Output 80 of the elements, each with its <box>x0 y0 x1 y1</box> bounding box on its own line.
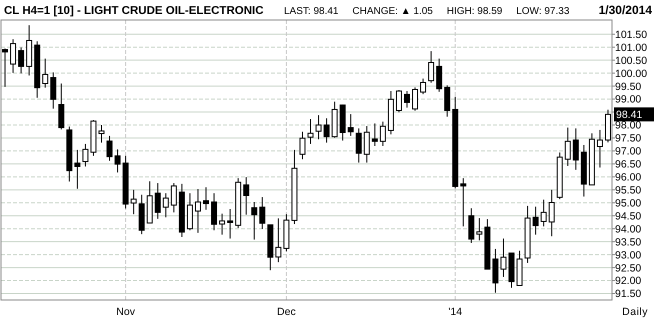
y-tick-label: 94.50 <box>615 210 642 222</box>
y-tick-label: 97.00 <box>615 146 642 158</box>
text: 98.41 <box>616 109 642 122</box>
candlestick <box>162 192 169 218</box>
candlestick <box>259 196 266 230</box>
candlestick <box>356 128 362 164</box>
candlestick <box>316 114 322 140</box>
x-tick-label: '14 <box>448 306 462 318</box>
candlestick <box>42 58 48 88</box>
candlestick <box>98 124 104 144</box>
candlestick <box>82 143 88 167</box>
candlestick <box>74 149 80 190</box>
y-tick-label: 101.00 <box>615 42 648 54</box>
y-tick-label: 99.00 <box>615 94 642 106</box>
y-tick-label: 94.00 <box>615 223 642 236</box>
x-tick-label: Nov <box>116 306 136 318</box>
y-tick-label: 101.50 <box>615 28 648 41</box>
text: Daily <box>622 306 648 318</box>
candlestick <box>58 83 64 130</box>
candlestick <box>154 182 161 220</box>
y-tick-label: 96.50 <box>615 158 642 171</box>
candlestick <box>348 114 354 136</box>
y-tick-label: 91.50 <box>615 288 642 300</box>
candlestick <box>308 118 314 144</box>
text: 1/30/2014 <box>598 3 652 17</box>
y-tick-label: 100.00 <box>615 68 648 80</box>
candlestick <box>186 192 193 231</box>
candlestick <box>18 46 24 74</box>
candlestick <box>436 58 442 92</box>
candlestick <box>194 188 201 234</box>
y-tick-label: 97.50 <box>615 132 642 145</box>
y-tick-label: 95.00 <box>615 197 642 210</box>
candlestick <box>564 127 571 166</box>
candlestick <box>460 178 466 227</box>
chart-subtitle: LAST: 98.41 CHANGE: ▲ 1.05 HIGH: 98.59 LOW: 97.33 <box>284 6 570 17</box>
candlestick <box>372 122 378 146</box>
candlestick <box>468 208 474 244</box>
y-tick-label: 100.50 <box>615 54 648 67</box>
x-tick-label: Dec <box>277 306 296 318</box>
y-tick-label: 95.50 <box>615 184 642 196</box>
candlestick <box>500 238 506 278</box>
candlestick <box>219 213 226 236</box>
candlestick <box>2 48 8 88</box>
candlestick <box>299 131 306 160</box>
candlestick <box>275 218 282 263</box>
candlestick <box>396 90 402 113</box>
candlestick <box>412 86 418 112</box>
y-tick-label: 99.50 <box>615 80 642 93</box>
candlestick <box>106 135 113 162</box>
candlestick <box>420 78 426 95</box>
candlestick <box>170 182 177 213</box>
candlestick <box>324 118 330 144</box>
candlestick <box>130 189 137 215</box>
candlestick <box>227 208 234 240</box>
candlestick <box>596 129 603 168</box>
candlestick <box>114 148 121 173</box>
candlestick <box>251 202 258 240</box>
candlestick <box>203 186 209 210</box>
candlestick <box>444 84 450 118</box>
y-tick-label: 98.00 <box>615 120 642 132</box>
y-tick-label: 92.50 <box>615 262 642 274</box>
candlestick <box>492 248 498 294</box>
candlestick <box>540 199 547 227</box>
y-tick-label: 93.50 <box>615 236 642 248</box>
y-tick-label: 92.00 <box>615 275 642 288</box>
candlestick <box>532 206 539 236</box>
y-tick-label: 96.00 <box>615 172 642 184</box>
candlestick <box>10 38 16 74</box>
candlestick <box>572 128 579 170</box>
candlestick <box>404 90 410 108</box>
chart-title: CL H4=1 [10] - LIGHT CRUDE OIL-ELECTRONIC <box>4 5 264 17</box>
candlestick <box>476 218 482 241</box>
candlestick <box>364 126 370 164</box>
candlestick <box>428 50 434 84</box>
candlestick <box>548 189 555 237</box>
candlestick <box>243 176 250 216</box>
candlestick <box>211 192 218 231</box>
candlestick <box>380 121 386 146</box>
y-tick-label: 93.00 <box>615 249 642 262</box>
candlestick <box>50 72 56 110</box>
